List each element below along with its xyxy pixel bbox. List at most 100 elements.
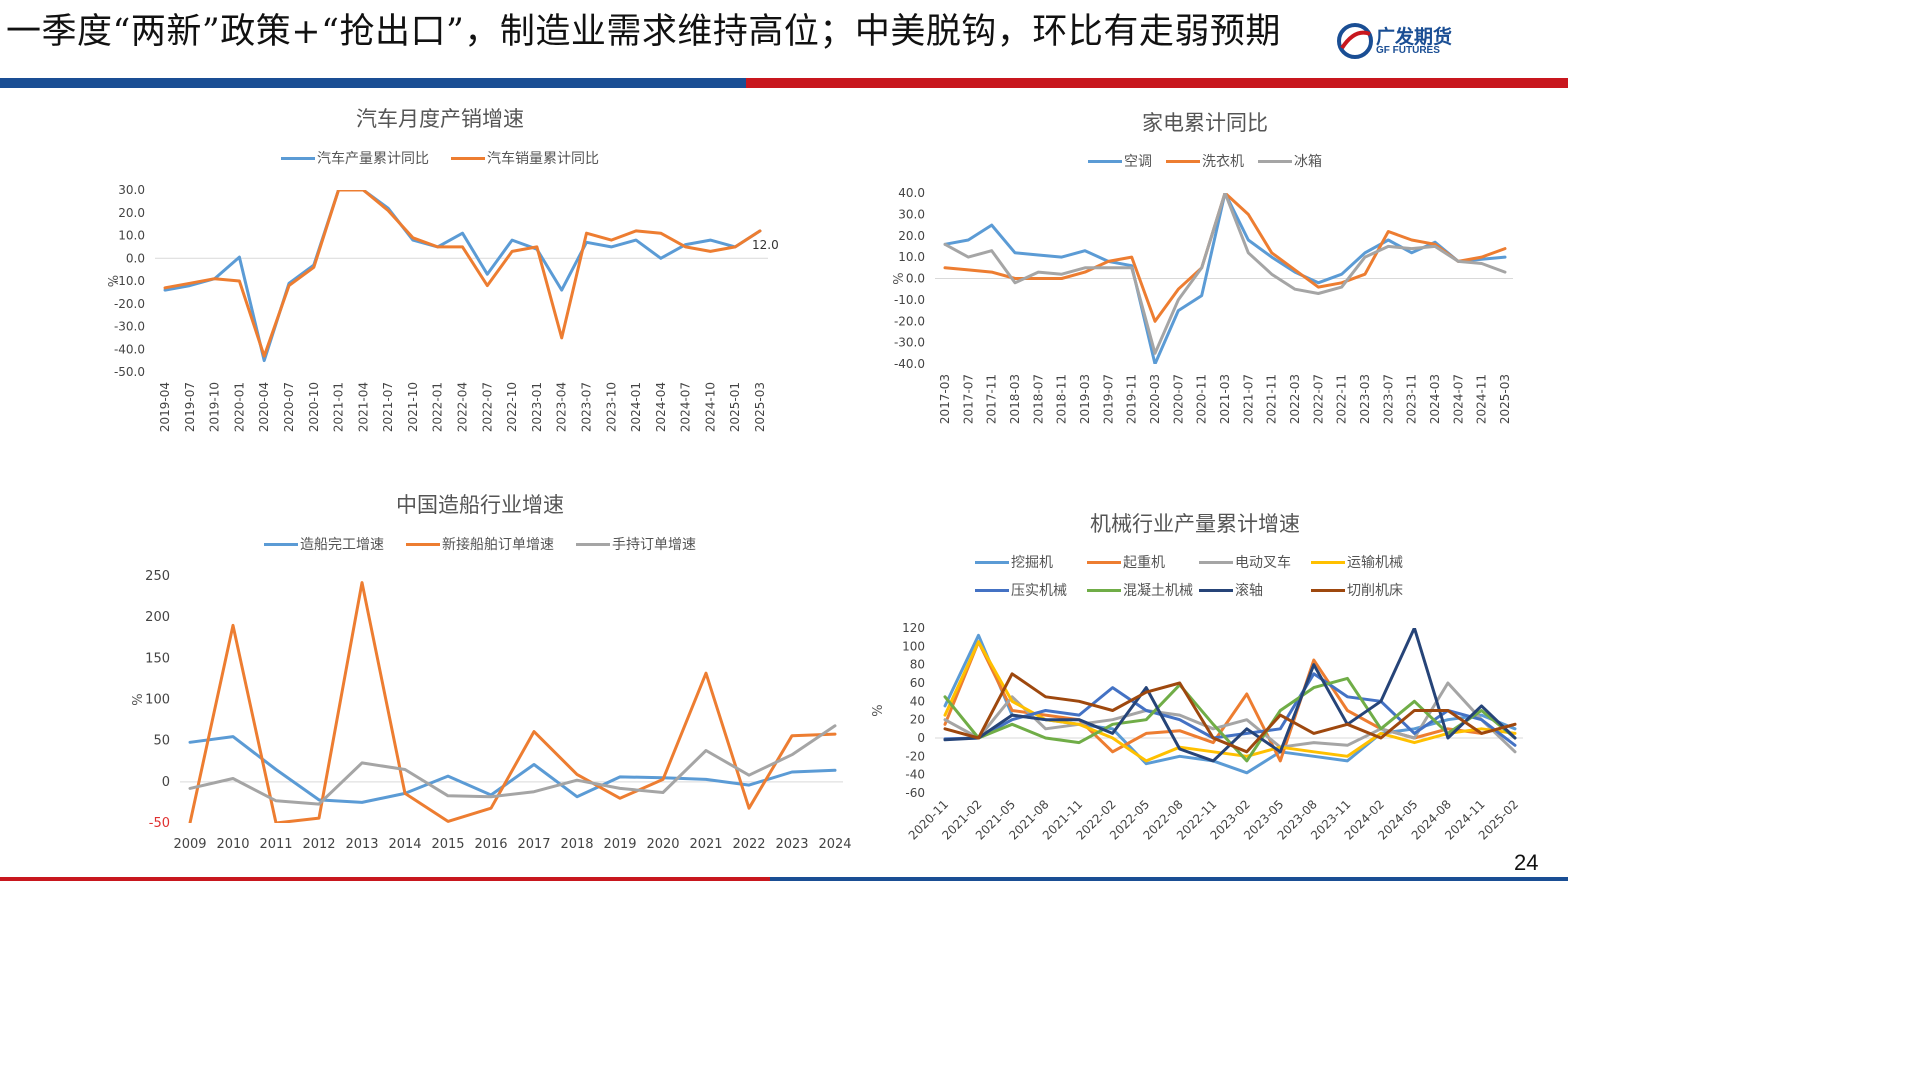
slide-title: 一季度“两新”政策+“抢出口”，制造业需求维持高位；中美脱钩，环比有走弱预期 <box>6 12 1281 52</box>
x-tick-label: 2023-07 <box>1381 374 1395 424</box>
y-tick-label: 250 <box>145 569 170 584</box>
logo-text-cn: 广发期货 <box>1376 26 1453 48</box>
series-line <box>943 633 1517 775</box>
y-tick-label: 150 <box>145 651 170 666</box>
x-tick-label: 2023-11 <box>1405 374 1419 424</box>
chart-legend: 造船完工增速 新接船舶订单增速 手持订单增速 <box>120 533 840 555</box>
y-tick-label: -50 <box>149 816 170 831</box>
series-line <box>943 676 1517 763</box>
x-tick-label: 2021-07 <box>381 382 395 432</box>
x-tick-label: 2021 <box>689 837 722 852</box>
y-tick-label: 20.0 <box>898 229 925 243</box>
x-tick-label: 2020-01 <box>232 382 246 432</box>
x-tick-label: 2024-11 <box>1475 374 1489 424</box>
x-tick-label: 2022-04 <box>456 382 470 432</box>
chart-plot: 30.0 20.0 10.0 0.0 -10.0 -20.0 -30.0 -40.0 -50.0… <box>107 183 779 432</box>
chart-plot: 250 200 150 100 50 0 -50% 2009 2010 2011 2012 2013 2… <box>131 569 852 852</box>
legend-item: 新接船舶订单增速 <box>406 534 554 554</box>
legend-item: 冰箱 <box>1258 151 1322 171</box>
x-tick-label: 2021-04 <box>356 382 370 432</box>
y-tick-label: 100 <box>145 693 170 708</box>
x-tick-label: 2019-11 <box>1125 374 1139 424</box>
x-tick-label: 2021-03 <box>1218 374 1232 424</box>
x-tick-label: 2020 <box>646 837 679 852</box>
y-tick-label: 0 <box>917 731 925 745</box>
y-tick-label: -30.0 <box>114 320 145 334</box>
y-tick-label: 100 <box>902 639 925 653</box>
footer-divider <box>0 877 1568 881</box>
y-tick-label: 0 <box>162 775 170 790</box>
x-tick-label: 2019-10 <box>208 382 222 432</box>
x-tick-label: 2021-11 <box>1265 374 1279 424</box>
legend-item: 起重机 <box>1087 552 1199 572</box>
legend-item: 挖掘机 <box>975 552 1087 572</box>
y-axis-label: % <box>892 272 907 284</box>
x-tick-label: 2022-07 <box>480 382 494 432</box>
legend-item: 压实机械 <box>975 580 1087 600</box>
y-tick-label: -40 <box>905 768 925 782</box>
x-tick-label: 2019-04 <box>158 382 172 432</box>
chart-legend: 挖掘机 起重机 电动叉车 运输机械 压实机械 混凝土机械 滚轴 切削机床 <box>965 548 1435 604</box>
x-tick-label: 2022-01 <box>431 382 445 432</box>
y-tick-label: 40.0 <box>898 186 925 200</box>
y-tick-label: -50.0 <box>114 365 145 379</box>
chart-plot: 120100806040200-20-40-60%2020-112021-022… <box>871 621 1523 843</box>
legend-item: 切削机床 <box>1311 580 1423 600</box>
x-tick-label: 2020-11 <box>1195 374 1209 424</box>
y-tick-label: -10.0 <box>894 293 925 307</box>
legend-item: 运输机械 <box>1311 552 1423 572</box>
x-tick-label: 2019 <box>603 837 636 852</box>
y-axis-label: % <box>131 693 146 705</box>
x-tick-label: 2023-07 <box>579 382 593 432</box>
x-tick-label: 2024 <box>818 837 851 852</box>
chart-title: 汽车月度产销增速 <box>356 107 524 131</box>
series-line <box>943 640 1517 763</box>
chart-legend: 汽车产量累计同比 汽车销量累计同比 <box>100 147 780 169</box>
y-axis-label: % <box>107 275 122 287</box>
chart-appliance-growth: 家电累计同比 空调 洗衣机 冰箱 40.0 30.0 20.0 10.0 0.0 -10.… <box>885 100 1525 440</box>
x-tick-label: 2018-03 <box>1008 374 1022 424</box>
x-tick-label: 2018-11 <box>1055 374 1069 424</box>
x-tick-label: 2017-11 <box>985 374 999 424</box>
legend-item: 洗衣机 <box>1166 151 1244 171</box>
x-tick-label: 2013 <box>345 837 378 852</box>
x-tick-label: 2019-07 <box>183 382 197 432</box>
x-tick-label: 2023-01 <box>530 382 544 432</box>
series-line <box>188 581 837 823</box>
y-tick-label: 20.0 <box>118 206 145 220</box>
y-tick-label: 0.0 <box>126 251 145 265</box>
y-tick-label: -40.0 <box>894 357 925 371</box>
chart-plot: 40.0 30.0 20.0 10.0 0.0 -10.0 -20.0 -30.0 -40.0%… <box>892 186 1513 424</box>
y-tick-label: 30.0 <box>118 183 145 197</box>
legend-item: 空调 <box>1088 151 1152 171</box>
legend-item: 电动叉车 <box>1199 552 1311 572</box>
x-tick-label: 2024-07 <box>1451 374 1465 424</box>
legend-item: 滚轴 <box>1199 580 1311 600</box>
legend-item: 汽车产量累计同比 <box>281 148 429 168</box>
chart-legend: 空调 洗衣机 冰箱 <box>885 150 1525 172</box>
y-tick-label: -60 <box>905 786 925 800</box>
legend-item: 汽车销量累计同比 <box>451 148 599 168</box>
y-tick-label: 10.0 <box>898 250 925 264</box>
x-tick-label: 2017-03 <box>938 374 952 424</box>
series-line <box>188 735 837 804</box>
x-tick-label: 2012 <box>302 837 335 852</box>
x-tick-label: 2021-10 <box>406 382 420 432</box>
legend-item: 手持订单增速 <box>576 534 696 554</box>
x-tick-label: 2023-10 <box>604 382 618 432</box>
x-tick-label: 2025-03 <box>1498 374 1512 424</box>
series-line <box>943 193 1507 364</box>
y-tick-label: 40 <box>910 694 925 708</box>
y-tick-label: 60 <box>910 676 925 690</box>
x-tick-label: 2018 <box>560 837 593 852</box>
y-tick-label: -40.0 <box>114 342 145 356</box>
x-tick-label: 2022-11 <box>1335 374 1349 424</box>
logo-mark-icon <box>1337 23 1373 59</box>
x-tick-label: 2022-10 <box>505 382 519 432</box>
series-line <box>943 672 1517 747</box>
x-tick-label: 2011 <box>259 837 292 852</box>
y-axis-label: % <box>871 704 886 716</box>
x-tick-label: 2018-07 <box>1031 374 1045 424</box>
y-tick-label: 10.0 <box>118 229 145 243</box>
x-tick-label: 2025-01 <box>728 382 742 432</box>
